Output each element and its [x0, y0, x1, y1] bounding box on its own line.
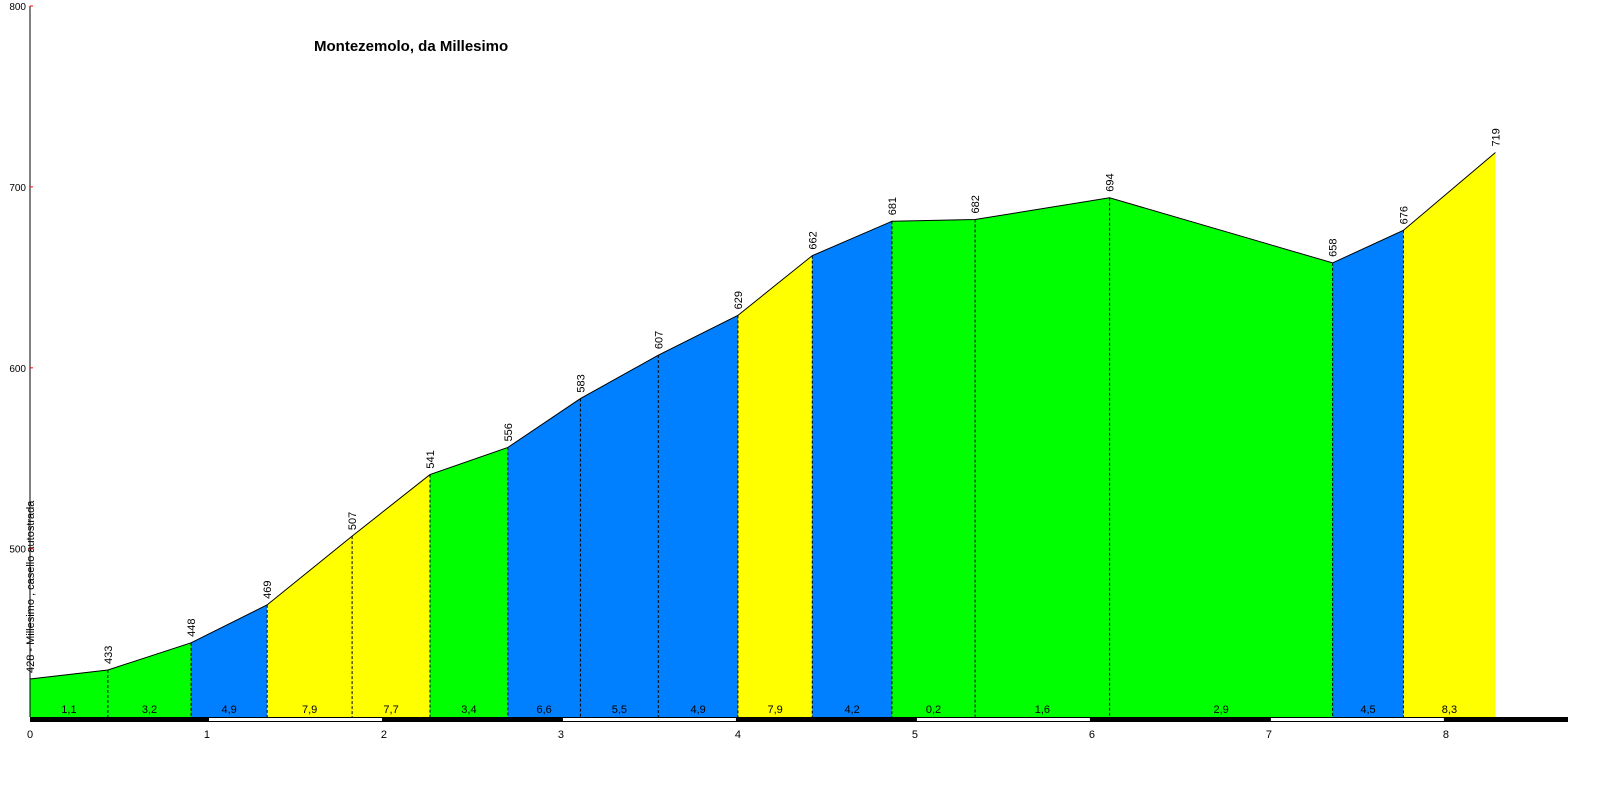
x-tick-label: 1	[204, 729, 210, 741]
y-tick-label: 700	[9, 183, 26, 194]
gradient-segment	[658, 315, 738, 717]
altitude-label: 507	[347, 512, 359, 530]
altitude-label: 676	[1398, 206, 1410, 224]
altitude-label: 541	[425, 450, 437, 468]
altitude-label: 658	[1328, 239, 1340, 257]
altitude-label: 607	[653, 331, 665, 349]
gradient-segment	[191, 604, 268, 717]
y-tick-label: 500	[9, 545, 26, 556]
x-tick-label: 2	[381, 729, 387, 741]
gradient-segment	[352, 474, 430, 717]
distance-scale-bar	[30, 717, 1568, 722]
gradient-label: 7,9	[767, 704, 782, 716]
altitude-label: 433	[103, 646, 115, 664]
x-tick-label: 8	[1443, 729, 1449, 741]
gradient-segment	[1109, 197, 1333, 717]
gradient-label: 4,9	[690, 704, 705, 716]
altitude-label: 556	[503, 423, 515, 441]
x-tick-label: 3	[558, 729, 564, 741]
x-tick-label: 6	[1089, 729, 1095, 741]
x-tick-label: 4	[735, 729, 741, 741]
altitude-label: 694	[1105, 173, 1117, 191]
altitude-label: 662	[807, 231, 819, 249]
altitude-label: 681	[887, 197, 899, 215]
gradient-label: 3,2	[142, 704, 157, 716]
x-tick-label: 5	[912, 729, 918, 741]
gradient-label: 0,2	[926, 704, 941, 716]
gradient-segment	[1332, 230, 1404, 717]
profile-line	[29, 152, 1496, 680]
gradient-segment	[429, 447, 508, 717]
gradient-label: 7,7	[383, 704, 398, 716]
gradient-segment	[1403, 152, 1496, 717]
distance-scale-segment	[208, 718, 382, 721]
gradient-label: 1,1	[61, 704, 76, 716]
gradient-segment	[812, 221, 892, 717]
gradient-segment	[580, 355, 659, 717]
altitude-label: 583	[575, 374, 587, 392]
altitude-label: 428 - Millesimo , casello autostrada	[25, 500, 37, 673]
gradient-label: 4,2	[844, 704, 859, 716]
y-tick-label: 800	[9, 2, 26, 13]
altitude-label: 719	[1490, 128, 1502, 146]
gradient-label: 4,9	[221, 704, 236, 716]
gradient-label: 8,3	[1442, 704, 1457, 716]
x-tick-label: 7	[1266, 729, 1272, 741]
altitude-label: 629	[733, 291, 745, 309]
distance-scale-segment	[1270, 718, 1444, 721]
gradient-segment	[507, 398, 581, 717]
gradient-label: 4,5	[1360, 704, 1375, 716]
altitude-label: 682	[970, 195, 982, 213]
gradient-segment	[30, 669, 108, 717]
gradient-segment	[107, 642, 192, 717]
gradient-label: 3,4	[461, 704, 476, 716]
x-tick-label: 0	[27, 729, 33, 741]
gradient-segment	[891, 219, 976, 718]
gradient-label: 1,6	[1035, 704, 1050, 716]
gradient-label: 2,9	[1213, 704, 1228, 716]
chart-title: Montezemolo, da Millesimo	[314, 38, 509, 55]
distance-scale-segment	[916, 718, 1090, 721]
altitude-label: 448	[186, 618, 198, 636]
altitude-label: 469	[262, 580, 274, 598]
gradient-label: 6,6	[536, 704, 551, 716]
gradient-label: 5,5	[612, 704, 627, 716]
gradient-segment	[975, 197, 1110, 717]
gradient-segment	[737, 255, 813, 717]
gradient-segment	[267, 536, 353, 717]
y-tick-label: 600	[9, 364, 26, 375]
gradient-label: 7,9	[302, 704, 317, 716]
distance-scale-segment	[562, 718, 736, 721]
